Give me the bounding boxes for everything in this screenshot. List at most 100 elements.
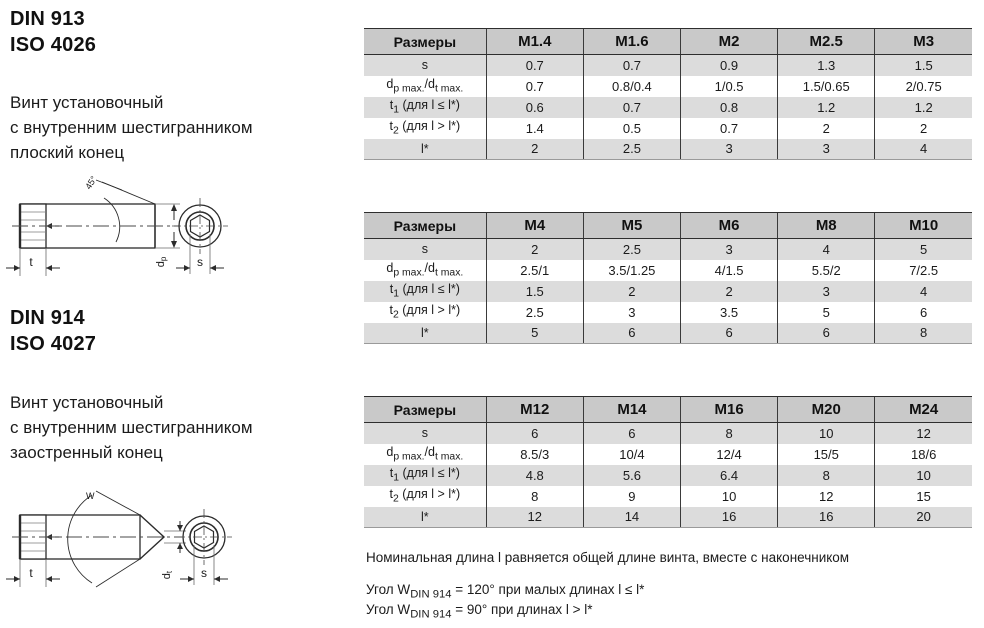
table-cell: 14 — [582, 506, 681, 528]
table-cell: 8.5/3 — [485, 443, 584, 465]
table-cell: 4.8 — [485, 464, 584, 486]
table-cell: 3.5/1.25 — [582, 259, 681, 281]
dimensions-table-m1_4-m3: Размеры M1.4 M1.6 M2 M2.5 M3 s 0.7 0.7 0.9 1.3 1.5… — [364, 28, 972, 160]
row-label: t1 (для l ≤ l*) — [364, 464, 487, 486]
note-angle-small: Угол WDIN 914 = 90° при длинах l > l* — [366, 602, 593, 621]
table-cell: 2.5 — [485, 301, 584, 323]
table-cell: 4 — [874, 280, 972, 302]
table-cell: 3 — [679, 138, 778, 160]
column-header-size: M8 — [777, 212, 875, 239]
column-header-size: M4 — [485, 212, 584, 239]
description-line-1: Винт установочный — [10, 393, 164, 412]
table-cell: 15 — [874, 485, 972, 507]
dimensions-table-m12-m24: Размеры M12 M14 M16 M20 M24 s 6 6 8 10 12 dp max./d… — [364, 396, 972, 528]
note-angle-large: Угол WDIN 914 = 120° при малых длинах l … — [366, 582, 645, 601]
flat-point-set-screw-drawing: t dp s 45° — [4, 176, 254, 288]
table-cell: 2.5 — [582, 138, 681, 160]
table-cell: 0.9 — [679, 54, 778, 76]
table-row: t2 (для l > l*) 8 9 10 12 15 — [364, 485, 972, 507]
standard-code-line2: ISO 4026 — [10, 34, 97, 56]
column-header-size: M3 — [874, 28, 972, 55]
dim-label-s: s — [201, 566, 207, 580]
table-cell: 2 — [485, 138, 584, 160]
table-cell: 8 — [485, 485, 584, 507]
table-cell: 5.6 — [582, 464, 681, 486]
table-cell: 12 — [777, 485, 875, 507]
column-header-dimensions: Размеры — [364, 212, 487, 239]
table-cell: 6 — [679, 322, 778, 344]
row-label: dp max./dt max. — [364, 259, 487, 281]
table-cell: 6 — [874, 301, 972, 323]
table-cell: 8 — [777, 464, 875, 486]
row-label: t2 (для l > l*) — [364, 117, 487, 139]
row-label: t1 (для l ≤ l*) — [364, 280, 487, 302]
dim-label-s: s — [197, 255, 203, 269]
column-header-size: M20 — [777, 396, 875, 423]
left-column: DIN 913 ISO 4026 Винт установочный с вну… — [0, 0, 356, 628]
table-body: s 0.7 0.7 0.9 1.3 1.5 dp max./dt max. 0.7 0.8/0.… — [364, 54, 972, 160]
description-line-3: плоский конец — [10, 143, 125, 162]
table-header-row: Размеры M1.4 M1.6 M2 M2.5 M3 — [364, 28, 972, 55]
table-cell: 5.5/2 — [777, 259, 875, 281]
table-cell: 3 — [777, 138, 875, 160]
table-cell: 0.7 — [582, 96, 681, 118]
table-cell: 5 — [874, 238, 972, 260]
table-row: t1 (для l ≤ l*) 0.6 0.7 0.8 1.2 1.2 — [364, 96, 972, 118]
row-label: t2 (для l > l*) — [364, 301, 487, 323]
column-header-size: M16 — [679, 396, 778, 423]
row-label: dp max./dt max. — [364, 75, 487, 97]
table-cell: 2.5/1 — [485, 259, 584, 281]
column-header-size: M10 — [874, 212, 972, 239]
table-cell: 4 — [777, 238, 875, 260]
table-cell: 10 — [679, 485, 778, 507]
table-cell: 4/1.5 — [679, 259, 778, 281]
table-cell: 15/5 — [777, 443, 875, 465]
row-label: t1 (для l ≤ l*) — [364, 96, 487, 118]
dim-label-t: t — [29, 255, 33, 269]
table-cell: 5 — [777, 301, 875, 323]
standard-code-line1: DIN 914 — [10, 307, 85, 329]
standard-code-line1: DIN 913 — [10, 8, 85, 30]
angle-label-w: W — [86, 491, 95, 501]
table-cell: 10 — [777, 422, 875, 444]
table-cell: 8 — [874, 322, 972, 344]
column-header-size: M12 — [485, 396, 584, 423]
table-cell: 7/2.5 — [874, 259, 972, 281]
table-row: t2 (для l > l*) 1.4 0.5 0.7 2 2 — [364, 117, 972, 139]
table-cell: 3 — [582, 301, 681, 323]
table-cell: 2 — [485, 238, 584, 260]
table-cell: 0.8 — [679, 96, 778, 118]
row-label: s — [364, 238, 487, 260]
table-cell: 2/0.75 — [874, 75, 972, 97]
table-cell: 1.2 — [777, 96, 875, 118]
table-cell: 10 — [874, 464, 972, 486]
table-cell: 0.8/0.4 — [582, 75, 681, 97]
description-line-2: с внутренним шестигранником — [10, 418, 253, 437]
table-row: s 0.7 0.7 0.9 1.3 1.5 — [364, 54, 972, 76]
table-cell: 9 — [582, 485, 681, 507]
column-header-size: M2.5 — [777, 28, 875, 55]
description-line-2: с внутренним шестигранником — [10, 118, 253, 137]
table-cell: 0.7 — [485, 54, 584, 76]
standard-block-din914: DIN 914 ISO 4027 — [10, 305, 96, 357]
table-cell: 2 — [582, 280, 681, 302]
angle-label-45: 45° — [83, 176, 99, 191]
table-header-row: Размеры M12 M14 M16 M20 M24 — [364, 396, 972, 423]
table-cell: 1.4 — [485, 117, 584, 139]
row-label: s — [364, 422, 487, 444]
table-cell: 6.4 — [679, 464, 778, 486]
dimensions-table-m4-m10: Размеры M4 M5 M6 M8 M10 s 2 2.5 3 4 5 dp max./dt ma… — [364, 212, 972, 344]
table-cell: 1.5/0.65 — [777, 75, 875, 97]
standard-block-din913: DIN 913 ISO 4026 — [10, 6, 96, 58]
table-cell: 0.6 — [485, 96, 584, 118]
row-label: l* — [364, 138, 487, 160]
table-cell: 0.7 — [582, 54, 681, 76]
table-cell: 3 — [679, 238, 778, 260]
table-cell: 1/0.5 — [679, 75, 778, 97]
table-cell: 1.2 — [874, 96, 972, 118]
table-cell: 0.7 — [679, 117, 778, 139]
column-header-size: M2 — [679, 28, 778, 55]
table-cell: 8 — [679, 422, 778, 444]
table-cell: 16 — [777, 506, 875, 528]
